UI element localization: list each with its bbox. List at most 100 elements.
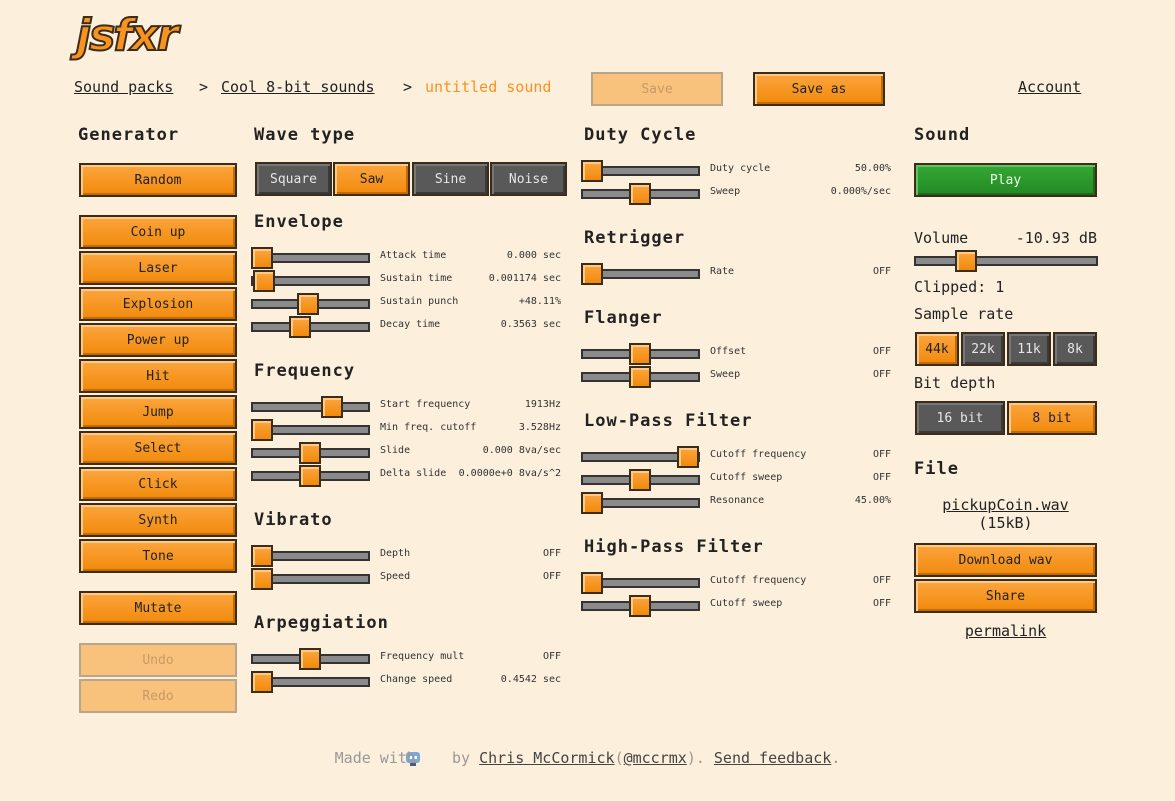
slider-knob[interactable] [251, 247, 273, 269]
preset-button[interactable]: Laser [79, 251, 237, 285]
preset-button[interactable]: Tone [79, 539, 237, 573]
slider-knob[interactable] [955, 250, 977, 272]
slider-knob[interactable] [581, 572, 603, 594]
slider-value: 1913Hz [524, 399, 561, 410]
slider-value: OFF [872, 266, 891, 277]
section-title: Envelope [254, 212, 344, 232]
breadcrumb: untitled sound [425, 78, 552, 96]
slider-knob[interactable] [629, 595, 651, 617]
preset-button[interactable]: Synth [79, 503, 237, 537]
permalink[interactable]: permalink [964, 622, 1047, 640]
share-button[interactable]: Share [914, 579, 1097, 613]
undo-button[interactable]: Undo [79, 643, 237, 677]
slider-value: OFF [872, 598, 891, 609]
slider-label: Change speed [380, 674, 453, 685]
slider-track[interactable] [914, 256, 1098, 266]
footer-text[interactable]: Chris McCormick [479, 749, 615, 767]
section-title: Wave type [254, 125, 356, 145]
footer-text[interactable]: @mccrmx [623, 749, 687, 767]
slider-knob[interactable] [629, 183, 651, 205]
slider-knob[interactable] [581, 160, 603, 182]
logo[interactable]: jsfxr [75, 9, 179, 62]
slider-value: 0.000 8va/sec [482, 445, 561, 456]
preset-button[interactable]: Jump [79, 395, 237, 429]
account-link[interactable]: Account [1018, 78, 1082, 96]
redo-button[interactable]: Redo [79, 679, 237, 713]
slider-track[interactable] [251, 402, 370, 412]
footer: Made with by Chris McCormick(@mccrmx). S… [0, 749, 1175, 767]
slider-knob[interactable] [289, 316, 311, 338]
slider-knob[interactable] [629, 366, 651, 388]
slider-knob[interactable] [251, 568, 273, 590]
slider-value: 0.001174 sec [488, 273, 561, 284]
slider-label: Sweep [710, 369, 741, 380]
slider-label: Decay time [380, 319, 441, 330]
footer-text[interactable]: Send feedback [713, 749, 832, 767]
preset-button[interactable]: Select [79, 431, 237, 465]
section-title: Flanger [584, 308, 663, 328]
wave-button[interactable]: Saw [333, 162, 410, 196]
download-button[interactable]: Download wav [914, 543, 1097, 577]
slider-knob[interactable] [677, 446, 699, 468]
slider-value: +48.11% [518, 296, 561, 307]
slider-knob[interactable] [629, 469, 651, 491]
robot-icon [406, 752, 420, 766]
slider-label: Cutoff sweep [710, 472, 783, 483]
slider-value: 0.3563 sec [500, 319, 561, 330]
slider-track[interactable] [581, 452, 700, 462]
rate-button[interactable]: 8k [1053, 332, 1097, 366]
play-button[interactable]: Play [914, 163, 1097, 197]
wave-button[interactable]: Sine [412, 162, 489, 196]
section-title: Vibrato [254, 510, 333, 530]
preset-button[interactable]: Explosion [79, 287, 237, 321]
section-title: Sound [914, 125, 971, 145]
breadcrumb[interactable]: Cool 8-bit sounds [221, 78, 375, 96]
slider-knob[interactable] [251, 671, 273, 693]
preset-button[interactable]: Coin up [79, 215, 237, 249]
filename-link[interactable]: pickupCoin.wav [942, 496, 1069, 514]
section-title: Duty Cycle [584, 125, 697, 145]
slider-label: Depth [380, 548, 411, 559]
slider-label: Slide [380, 445, 411, 456]
wave-button[interactable]: Square [255, 162, 332, 196]
slider-track[interactable] [251, 276, 370, 286]
slider-value: OFF [872, 449, 891, 460]
slider-knob[interactable] [321, 396, 343, 418]
bit-button[interactable]: 8 bit [1007, 401, 1097, 435]
slider-label: Sweep [710, 186, 741, 197]
random-button[interactable]: Random [79, 163, 237, 197]
rate-button[interactable]: 22k [961, 332, 1005, 366]
save-button[interactable]: Save [591, 72, 723, 106]
slider-knob[interactable] [299, 442, 321, 464]
slider-knob[interactable] [251, 545, 273, 567]
mutate-button[interactable]: Mutate [79, 591, 237, 625]
slider-knob[interactable] [251, 419, 273, 441]
slider-knob[interactable] [297, 293, 319, 315]
slider-value: 0.000%/sec [830, 186, 891, 197]
bit-button[interactable]: 16 bit [915, 401, 1005, 435]
footer-text: . [831, 749, 841, 767]
wave-button[interactable]: Noise [490, 162, 567, 196]
slider-label: Rate [710, 266, 735, 277]
slider-knob[interactable] [253, 270, 275, 292]
slider-value: OFF [542, 651, 561, 662]
rate-button[interactable]: 44k [915, 332, 959, 366]
slider-value: 0.000 sec [506, 250, 561, 261]
save-as-button[interactable]: Save as [753, 72, 885, 106]
slider-knob[interactable] [581, 492, 603, 514]
slider-value: 45.00% [854, 495, 891, 506]
slider-knob[interactable] [629, 343, 651, 365]
slider-value: OFF [542, 571, 561, 582]
section-title: Generator [78, 125, 180, 145]
slider-label: Speed [380, 571, 411, 582]
preset-button[interactable]: Click [79, 467, 237, 501]
preset-button[interactable]: Hit [79, 359, 237, 393]
slider-knob[interactable] [581, 263, 603, 285]
section-title: High-Pass Filter [584, 537, 764, 557]
slider-knob[interactable] [299, 648, 321, 670]
rate-button[interactable]: 11k [1007, 332, 1051, 366]
breadcrumb[interactable]: Sound packs [74, 78, 174, 96]
preset-button[interactable]: Power up [79, 323, 237, 357]
slider-knob[interactable] [299, 465, 321, 487]
